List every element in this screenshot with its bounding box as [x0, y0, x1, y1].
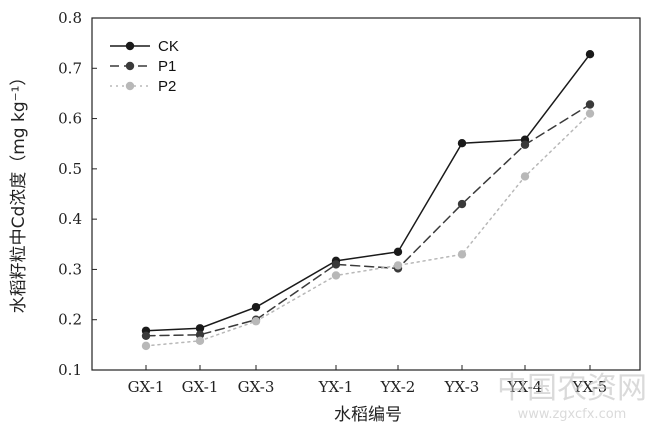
y-tick-label: 0.8: [58, 9, 82, 27]
data-point-ck: [195, 324, 205, 333]
plot-frame: [91, 17, 641, 371]
plot-area: [91, 17, 641, 371]
legend: CK P1 P2: [110, 38, 179, 95]
data-point-ck: [393, 247, 403, 257]
data-point-p2: [393, 261, 403, 270]
data-point-p1: [331, 260, 341, 269]
watermark-url: www.zgxcfx.com: [518, 407, 627, 422]
data-point-p2: [195, 336, 205, 346]
data-point-p2: [251, 317, 261, 326]
y-axis: 0.1 0.2 0.3 0.4 0.5 0.6 0.7 0.8: [58, 9, 97, 379]
watermark-text: 中国农资网: [497, 371, 647, 406]
y-axis-title: 水稻籽粒中Cd浓度（mg kg⁻¹）: [9, 69, 29, 314]
x-tick-label: YX-3: [444, 378, 480, 396]
series-line-ck: [145, 53, 591, 332]
legend-label: CK: [158, 38, 179, 55]
x-axis: GX-1 GX-1 GX-3 YX-1 YX-2 YX-3 YX-4 YX-5: [128, 365, 608, 396]
y-tick-label: 0.1: [58, 361, 82, 379]
y-tick-label: 0.6: [58, 110, 82, 128]
legend-item-p2: P2: [110, 78, 176, 95]
data-point-p1: [520, 140, 530, 149]
legend-marker: [125, 61, 135, 71]
x-tick-label: GX-1: [128, 378, 165, 396]
series-line-p1: [145, 103, 591, 337]
series-p1: [141, 100, 595, 341]
legend-marker: [125, 41, 135, 51]
x-axis-title: 水稻编号: [334, 405, 402, 425]
y-tick-label: 0.4: [58, 210, 82, 228]
data-point-p1: [585, 100, 595, 109]
y-tick-label: 0.3: [58, 260, 82, 278]
legend-item-ck: CK: [110, 38, 179, 55]
data-point-ck: [457, 139, 467, 148]
y-tick-label: 0.7: [58, 59, 82, 77]
x-tick-label: YX-4: [507, 378, 543, 396]
legend-label: P1: [158, 58, 176, 75]
series-layer: [141, 50, 595, 351]
watermark: 中国农资网 www.zgxcfx.com: [497, 371, 647, 422]
data-point-ck: [251, 302, 261, 312]
y-tick-label: 0.2: [58, 311, 82, 329]
x-tick-label: YX-1: [318, 378, 354, 396]
data-point-p1: [141, 331, 151, 341]
legend-item-p1: P1: [110, 58, 176, 75]
data-point-p2: [520, 172, 530, 181]
data-point-p2: [585, 109, 595, 118]
x-tick-label: YX-5: [572, 378, 608, 396]
y-tick-label: 0.5: [58, 160, 82, 178]
data-point-p2: [141, 341, 151, 351]
data-point-p2: [457, 250, 467, 259]
data-point-ck: [585, 50, 595, 59]
legend-marker: [125, 81, 135, 91]
series-p2: [141, 109, 595, 351]
series-ck: [141, 50, 595, 335]
legend-label: P2: [158, 78, 176, 95]
data-point-p1: [457, 199, 467, 209]
x-tick-label: YX-2: [380, 378, 416, 396]
x-tick-label: GX-1: [182, 378, 219, 396]
data-point-p2: [331, 271, 341, 280]
x-tick-label: GX-3: [238, 378, 275, 396]
data-point-p1: [195, 330, 205, 339]
